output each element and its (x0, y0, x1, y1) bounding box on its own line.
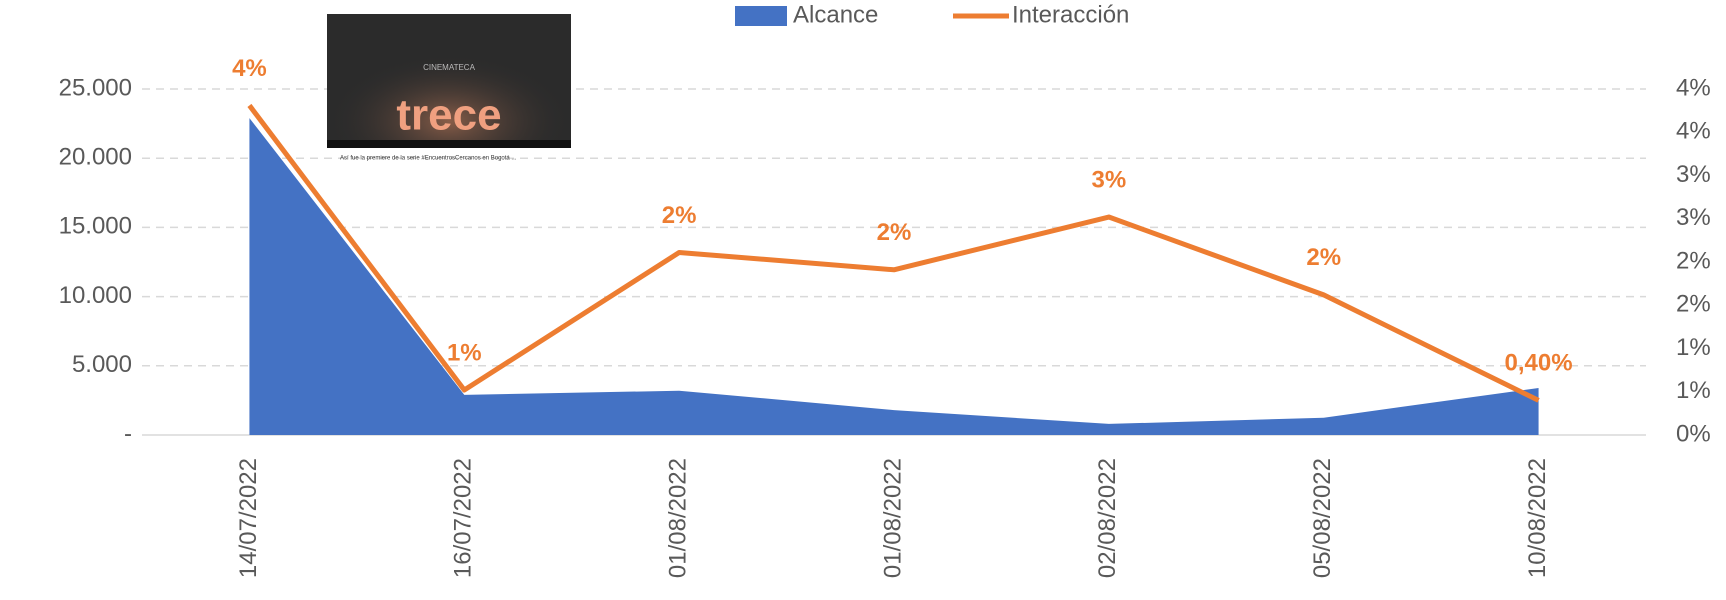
data-label: 2% (877, 219, 912, 246)
y2-tick-label: 3% (1676, 161, 1711, 188)
y2-tick-label: 2% (1676, 247, 1711, 274)
y2-tick-label: 3% (1676, 204, 1711, 231)
y-tick-label: 20.000 (59, 144, 132, 171)
y-tick-label: 10.000 (59, 282, 132, 309)
y2-tick-label: 1% (1676, 334, 1711, 361)
area (249, 118, 1538, 435)
x-tick-label: 14/07/2022 (235, 458, 262, 578)
x-tick-label: 01/08/2022 (879, 458, 906, 578)
thumbnail-controls (327, 140, 571, 148)
y-tick-label: 5.000 (72, 351, 132, 378)
y-tick-label: - (124, 420, 132, 447)
y-tick-label: 15.000 (59, 213, 132, 240)
data-label: 1% (447, 339, 482, 366)
data-label: 3% (1092, 166, 1127, 193)
data-label: 0,40% (1505, 350, 1573, 377)
chart: CINEMATECA trece Así fue la premiere de … (0, 0, 1726, 600)
x-tick-label: 05/08/2022 (1309, 458, 1336, 578)
thumbnail: CINEMATECA trece Así fue la premiere de … (327, 14, 571, 162)
legend-label: Alcance (793, 1, 878, 28)
y-tick-label: 25.000 (59, 74, 132, 101)
thumbnail-logo: trece (396, 91, 501, 140)
y2-tick-label: 4% (1676, 118, 1711, 145)
thumbnail-caption: Así fue la premiere de la serie #Encuent… (340, 156, 517, 162)
x-tick-label: 02/08/2022 (1094, 458, 1121, 578)
line (249, 105, 1538, 400)
data-label: 4% (232, 55, 267, 82)
legend: Alcance Interacción (735, 1, 1129, 28)
y2-tick-label: 2% (1676, 291, 1711, 318)
legend-label: Interacción (1012, 1, 1129, 28)
data-label: 2% (1306, 244, 1341, 271)
x-tick-label: 16/07/2022 (450, 458, 477, 578)
x-tick-label: 10/08/2022 (1524, 458, 1551, 578)
legend-swatch (735, 6, 787, 26)
y2-tick-label: 0% (1676, 420, 1711, 447)
data-label: 2% (662, 202, 697, 229)
y2-tick-label: 1% (1676, 377, 1711, 404)
y2-tick-label: 4% (1676, 74, 1711, 101)
page: CINEMATECA trece Así fue la premiere de … (0, 0, 1726, 600)
thumbnail-venue: CINEMATECA (423, 63, 476, 72)
x-tick-label: 01/08/2022 (664, 458, 691, 578)
